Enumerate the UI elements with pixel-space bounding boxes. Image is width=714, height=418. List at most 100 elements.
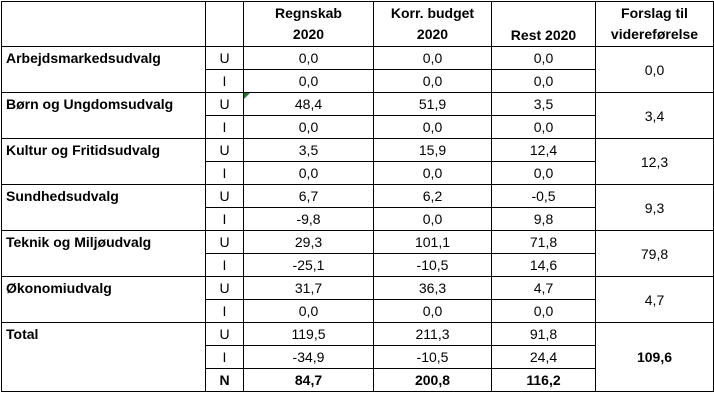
total-row: I -34,9 -10,5 24,4 bbox=[1, 345, 714, 369]
table-row: I 0,0 0,0 0,0 bbox=[1, 161, 714, 185]
table-row: Økonomiudvalg U 31,7 36,3 4,7 4,7 bbox=[1, 276, 714, 323]
regnskab-value: 119,5 bbox=[243, 322, 374, 346]
korr-budget-value: 101,1 bbox=[373, 230, 492, 254]
row-code: U bbox=[205, 92, 244, 116]
header-regnskab-line2: 2020 bbox=[292, 26, 325, 42]
header-forslag-line2: videreførelse bbox=[610, 26, 699, 42]
committee-name: Kultur og Fritidsudvalg bbox=[1, 138, 206, 162]
forslag-value: 12,3 bbox=[595, 138, 714, 185]
table-row: I -25,1 -10,5 14,6 bbox=[1, 253, 714, 277]
committee-name: Økonomiudvalg bbox=[1, 276, 206, 300]
header-name-cell bbox=[1, 1, 206, 47]
forslag-value: 9,3 bbox=[595, 184, 714, 231]
header-korr-budget: Korr. budget 2020 bbox=[373, 1, 492, 47]
header-row: Regnskab 2020 Korr. budget 2020 Rest 202… bbox=[1, 1, 714, 47]
header-code-cell bbox=[205, 1, 244, 47]
committee-name-spacer bbox=[1, 253, 206, 277]
total-label-spacer bbox=[1, 368, 206, 392]
korr-budget-value: 0,0 bbox=[373, 299, 492, 323]
regnskab-value: -25,1 bbox=[243, 253, 374, 277]
table-row: Kultur og Fritidsudvalg U 3,5 15,9 12,4 … bbox=[1, 138, 714, 185]
comment-indicator-icon bbox=[244, 93, 250, 99]
table-row: Børn og Ungdomsudvalg U 48,4 51,9 3,5 3,… bbox=[1, 92, 714, 139]
korr-budget-value: 0,0 bbox=[373, 207, 492, 231]
budget-table: Regnskab 2020 Korr. budget 2020 Rest 202… bbox=[1, 1, 714, 392]
row-code: U bbox=[205, 276, 244, 300]
forslag-value: 3,4 bbox=[595, 92, 714, 139]
regnskab-value: 6,7 bbox=[243, 184, 374, 208]
committee-name: Børn og Ungdomsudvalg bbox=[1, 92, 206, 116]
row-code: U bbox=[205, 138, 244, 162]
korr-budget-value: 6,2 bbox=[373, 184, 492, 208]
committee-name: Arbejdsmarkedsudvalg bbox=[1, 46, 206, 70]
korr-budget-value: -10,5 bbox=[373, 253, 492, 277]
rest-value: 3,5 bbox=[491, 92, 596, 116]
rest-value: 9,8 bbox=[491, 207, 596, 231]
regnskab-value: 0,0 bbox=[243, 299, 374, 323]
rest-value: 0,0 bbox=[491, 69, 596, 93]
rest-value: 24,4 bbox=[491, 345, 596, 369]
rest-value: 0,0 bbox=[491, 46, 596, 70]
header-regnskab: Regnskab 2020 bbox=[243, 1, 374, 47]
committee-name-spacer bbox=[1, 161, 206, 185]
korr-budget-value: 200,8 bbox=[373, 368, 492, 392]
table-row: I 0,0 0,0 0,0 bbox=[1, 115, 714, 139]
regnskab-value: 48,4 bbox=[294, 96, 323, 112]
committee-name: Sundhedsudvalg bbox=[1, 184, 206, 208]
korr-budget-value: 15,9 bbox=[373, 138, 492, 162]
regnskab-value: 0,0 bbox=[243, 115, 374, 139]
regnskab-value: 3,5 bbox=[243, 138, 374, 162]
forslag-value: 4,7 bbox=[595, 276, 714, 323]
row-code: U bbox=[205, 46, 244, 70]
table-row: Sundhedsudvalg U 6,7 6,2 -0,5 9,3 bbox=[1, 184, 714, 231]
table-row: I 0,0 0,0 0,0 bbox=[1, 69, 714, 93]
row-code: U bbox=[205, 230, 244, 254]
row-code: I bbox=[205, 345, 244, 369]
regnskab-value: -34,9 bbox=[243, 345, 374, 369]
table-row: Arbejdsmarkedsudvalg U 0,0 0,0 0,0 0,0 bbox=[1, 46, 714, 93]
total-label: Total bbox=[1, 322, 206, 346]
header-rest: Rest 2020 bbox=[491, 1, 596, 47]
rest-value: 4,7 bbox=[491, 276, 596, 300]
rest-value: -0,5 bbox=[491, 184, 596, 208]
forslag-value: 79,8 bbox=[595, 230, 714, 277]
regnskab-value: 29,3 bbox=[243, 230, 374, 254]
rest-value: 0,0 bbox=[491, 115, 596, 139]
korr-budget-value: 0,0 bbox=[373, 69, 492, 93]
committee-name: Teknik og Miljøudvalg bbox=[1, 230, 206, 254]
korr-budget-value: 0,0 bbox=[373, 46, 492, 70]
korr-budget-value: 211,3 bbox=[373, 322, 492, 346]
rest-value: 0,0 bbox=[491, 299, 596, 323]
header-korr-line1: Korr. budget bbox=[390, 5, 475, 21]
row-code: I bbox=[205, 161, 244, 185]
total-row: Total U 119,5 211,3 91,8 109,6 bbox=[1, 322, 714, 392]
regnskab-value-cell: 48,4 bbox=[243, 92, 374, 116]
committee-name-spacer bbox=[1, 69, 206, 93]
regnskab-value: 31,7 bbox=[243, 276, 374, 300]
total-row: N 84,7 200,8 116,2 bbox=[1, 368, 714, 392]
korr-budget-value: 51,9 bbox=[373, 92, 492, 116]
korr-budget-value: 36,3 bbox=[373, 276, 492, 300]
table-row: Teknik og Miljøudvalg U 29,3 101,1 71,8 … bbox=[1, 230, 714, 277]
row-code: I bbox=[205, 253, 244, 277]
rest-value: 12,4 bbox=[491, 138, 596, 162]
regnskab-value: -9,8 bbox=[243, 207, 374, 231]
row-code: I bbox=[205, 115, 244, 139]
regnskab-value: 84,7 bbox=[243, 368, 374, 392]
committee-name-spacer bbox=[1, 115, 206, 139]
forslag-total-value: 109,6 bbox=[595, 322, 714, 392]
header-forslag-line1: Forslag til bbox=[621, 5, 688, 21]
row-code: I bbox=[205, 299, 244, 323]
rest-value: 0,0 bbox=[491, 161, 596, 185]
header-rest-text: Rest 2020 bbox=[510, 27, 577, 43]
header-regnskab-line1: Regnskab bbox=[275, 5, 342, 21]
row-code: I bbox=[205, 207, 244, 231]
forslag-value: 0,0 bbox=[595, 46, 714, 93]
regnskab-value: 0,0 bbox=[243, 161, 374, 185]
rest-value: 91,8 bbox=[491, 322, 596, 346]
regnskab-value: 0,0 bbox=[243, 46, 374, 70]
korr-budget-value: 0,0 bbox=[373, 115, 492, 139]
regnskab-value: 0,0 bbox=[243, 69, 374, 93]
rest-value: 71,8 bbox=[491, 230, 596, 254]
row-code: U bbox=[205, 184, 244, 208]
